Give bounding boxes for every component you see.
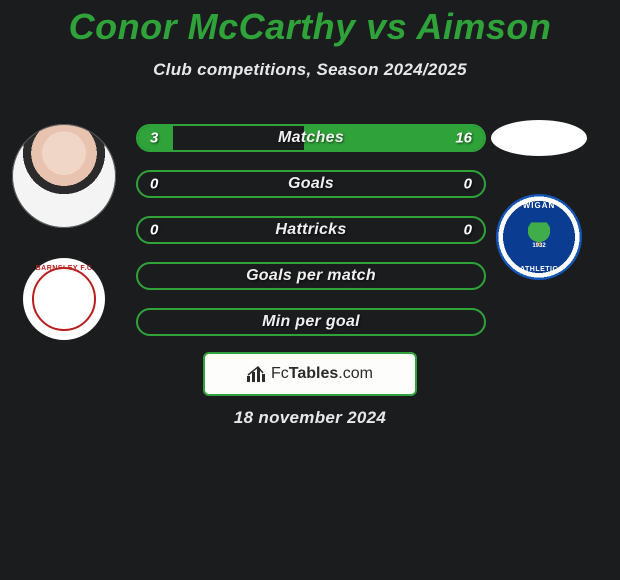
attribution-badge: FcTables.com [203,352,417,396]
stat-bar: 00Hattricks [136,216,486,244]
comparison-title: Conor McCarthy vs Aimson [0,0,620,48]
badge-year: 1932 [498,243,580,249]
stat-label: Goals [138,175,484,193]
comparison-subtitle: Club competitions, Season 2024/2025 [0,60,620,80]
comparison-date: 18 november 2024 [0,408,620,428]
stats-bars-container: 316Matches 00Goals 00Hattricks Goals per ma… [136,124,486,354]
badge-text-top: WIGAN [498,201,580,210]
badge-text: BARNSLEY F.C [26,265,102,272]
player-left-column: BARNSLEY F.C 1887 [8,124,120,340]
stat-bar: 00Goals [136,170,486,198]
stat-label: Min per goal [138,313,484,331]
player-right-club-badge: WIGAN 1932 ATHLETIC [496,194,582,280]
player-left-avatar [12,124,116,228]
badge-text-bottom: ATHLETIC [498,266,580,273]
bar-chart-icon [247,366,267,382]
stat-label: Hattricks [138,221,484,239]
player-right-column: WIGAN 1932 ATHLETIC [484,120,594,280]
stat-bar: Min per goal [136,308,486,336]
player-right-avatar-placeholder [491,120,587,156]
stat-label: Matches [138,129,484,147]
player-left-club-badge: BARNSLEY F.C 1887 [23,258,105,340]
stat-label: Goals per match [138,267,484,285]
attribution-text: FcTables.com [271,365,373,383]
stat-bar: Goals per match [136,262,486,290]
badge-year: 1887 [26,322,102,331]
stat-bar: 316Matches [136,124,486,152]
